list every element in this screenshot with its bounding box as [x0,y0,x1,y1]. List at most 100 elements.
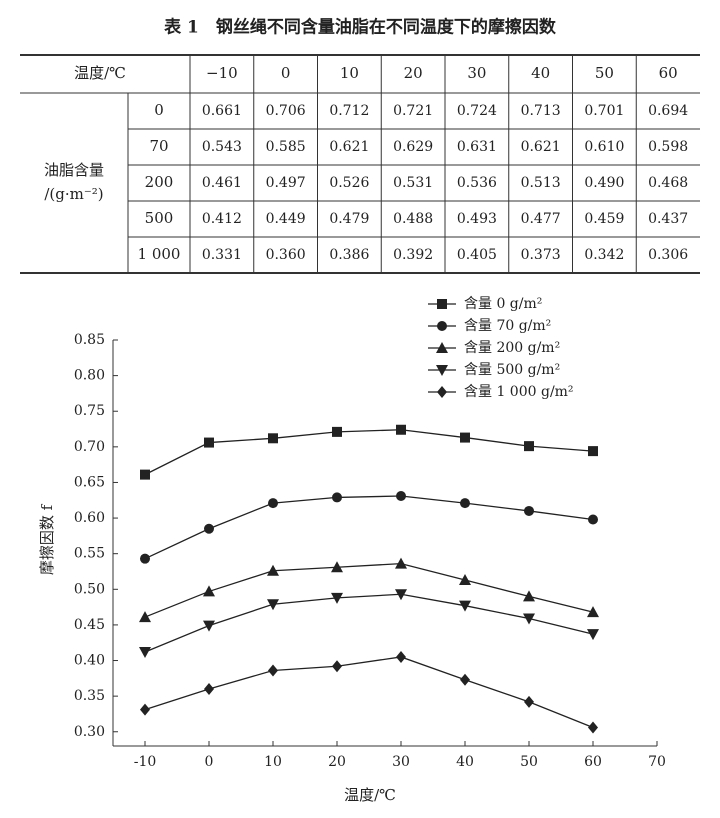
marker [268,433,278,444]
y-axis-label: 摩擦因数 f [38,503,56,575]
x-axis-label: 温度/℃ [344,786,396,804]
marker [267,564,279,576]
table-cell: 0.479 [329,211,369,227]
table-cell: 0.629 [393,139,433,155]
table-cell: 0.585 [266,139,306,155]
table-cell: 0.468 [648,175,688,191]
table-cell: 0.386 [329,247,369,263]
legend-marker [437,321,447,331]
x-tick-label: 70 [648,754,666,770]
table-cell: 0.610 [584,139,624,155]
table-cell: 0.661 [202,103,242,119]
x-tick-label: 30 [392,754,410,770]
marker [268,664,278,677]
marker [587,629,599,641]
column-header: 20 [404,64,423,82]
table-cell: 0.621 [521,139,561,155]
legend-marker [436,365,448,376]
y-tick-label: 0.70 [74,439,105,455]
table-cell: 0.461 [202,175,242,191]
column-header: 30 [467,64,486,82]
legend-label: 含量 70 g/m² [464,318,551,334]
table-cell: 0.493 [457,211,497,227]
x-tick-label: 0 [205,754,214,770]
table-corner: 温度/℃ [74,64,126,82]
table-cell: 0.497 [266,175,306,191]
marker [140,469,150,480]
legend-label: 含量 1 000 g/m² [464,384,574,400]
marker [588,514,598,525]
table-cell: 0.449 [266,211,306,227]
table-cell: 0.543 [202,139,242,155]
table-cell: 0.437 [648,211,688,227]
marker [332,660,342,673]
table-cell: 0.712 [329,103,369,119]
x-tick-label: 40 [456,754,474,770]
table-cell: 0.694 [648,103,688,119]
table-cell: 0.721 [393,103,433,119]
marker [332,492,342,503]
series-line [144,593,594,653]
row-label: 1 000 [138,245,181,263]
marker [331,592,343,604]
row-label: 0 [154,101,164,119]
marker [460,673,470,686]
marker [268,498,278,509]
table-cell: 0.477 [521,211,561,227]
y-tick-label: 0.45 [74,617,105,633]
marker [459,574,471,586]
column-header: 50 [595,64,614,82]
y-tick-label: 0.50 [74,581,105,597]
y-tick-label: 0.55 [74,546,105,562]
marker [396,424,406,435]
x-tick-label: 10 [264,754,282,770]
table-cell: 0.513 [521,175,561,191]
legend-marker [437,386,447,398]
legend-label: 含量 500 g/m² [464,362,560,378]
marker [587,606,599,618]
marker [395,557,407,569]
marker [588,446,598,457]
marker [139,611,151,623]
table-cell: 0.490 [584,175,624,191]
y-tick-label: 0.65 [74,474,105,490]
row-group-label: 油脂含量/(g·m⁻²) [44,161,104,203]
x-tick-label: -10 [134,754,157,770]
legend-label: 含量 0 g/m² [464,296,542,312]
y-tick-label: 0.75 [74,403,105,419]
table-cell: 0.459 [584,211,624,227]
marker [395,589,407,601]
y-tick-label: 0.30 [74,724,105,740]
marker [140,553,150,564]
row-label: 200 [145,173,174,191]
legend-marker [436,342,448,353]
x-tick-label: 20 [328,754,346,770]
row-label: 70 [149,137,168,155]
table: 温度/℃ [20,54,700,274]
marker [331,561,343,573]
table-cell: 0.342 [584,247,624,263]
series-line [144,495,594,560]
column-header: 0 [281,64,291,82]
table-cell: 0.598 [648,139,688,155]
marker [204,683,214,696]
table-cell: 0.701 [584,103,624,119]
table-cell: 0.621 [329,139,369,155]
series-line [144,429,594,476]
marker [203,585,215,597]
column-header: 10 [340,64,359,82]
table-cell: 0.531 [393,175,433,191]
table-cell: 0.631 [457,139,497,155]
marker [524,695,534,708]
table-cell: 0.488 [393,211,433,227]
y-tick-label: 0.85 [74,332,105,348]
y-tick-label: 0.80 [74,368,105,384]
marker [396,490,406,501]
marker [139,646,151,658]
table-cell: 0.360 [266,247,306,263]
marker [267,599,279,611]
column-header: 40 [531,64,550,82]
marker [523,590,535,602]
y-tick-label: 0.40 [74,653,105,669]
series-line [144,656,594,729]
